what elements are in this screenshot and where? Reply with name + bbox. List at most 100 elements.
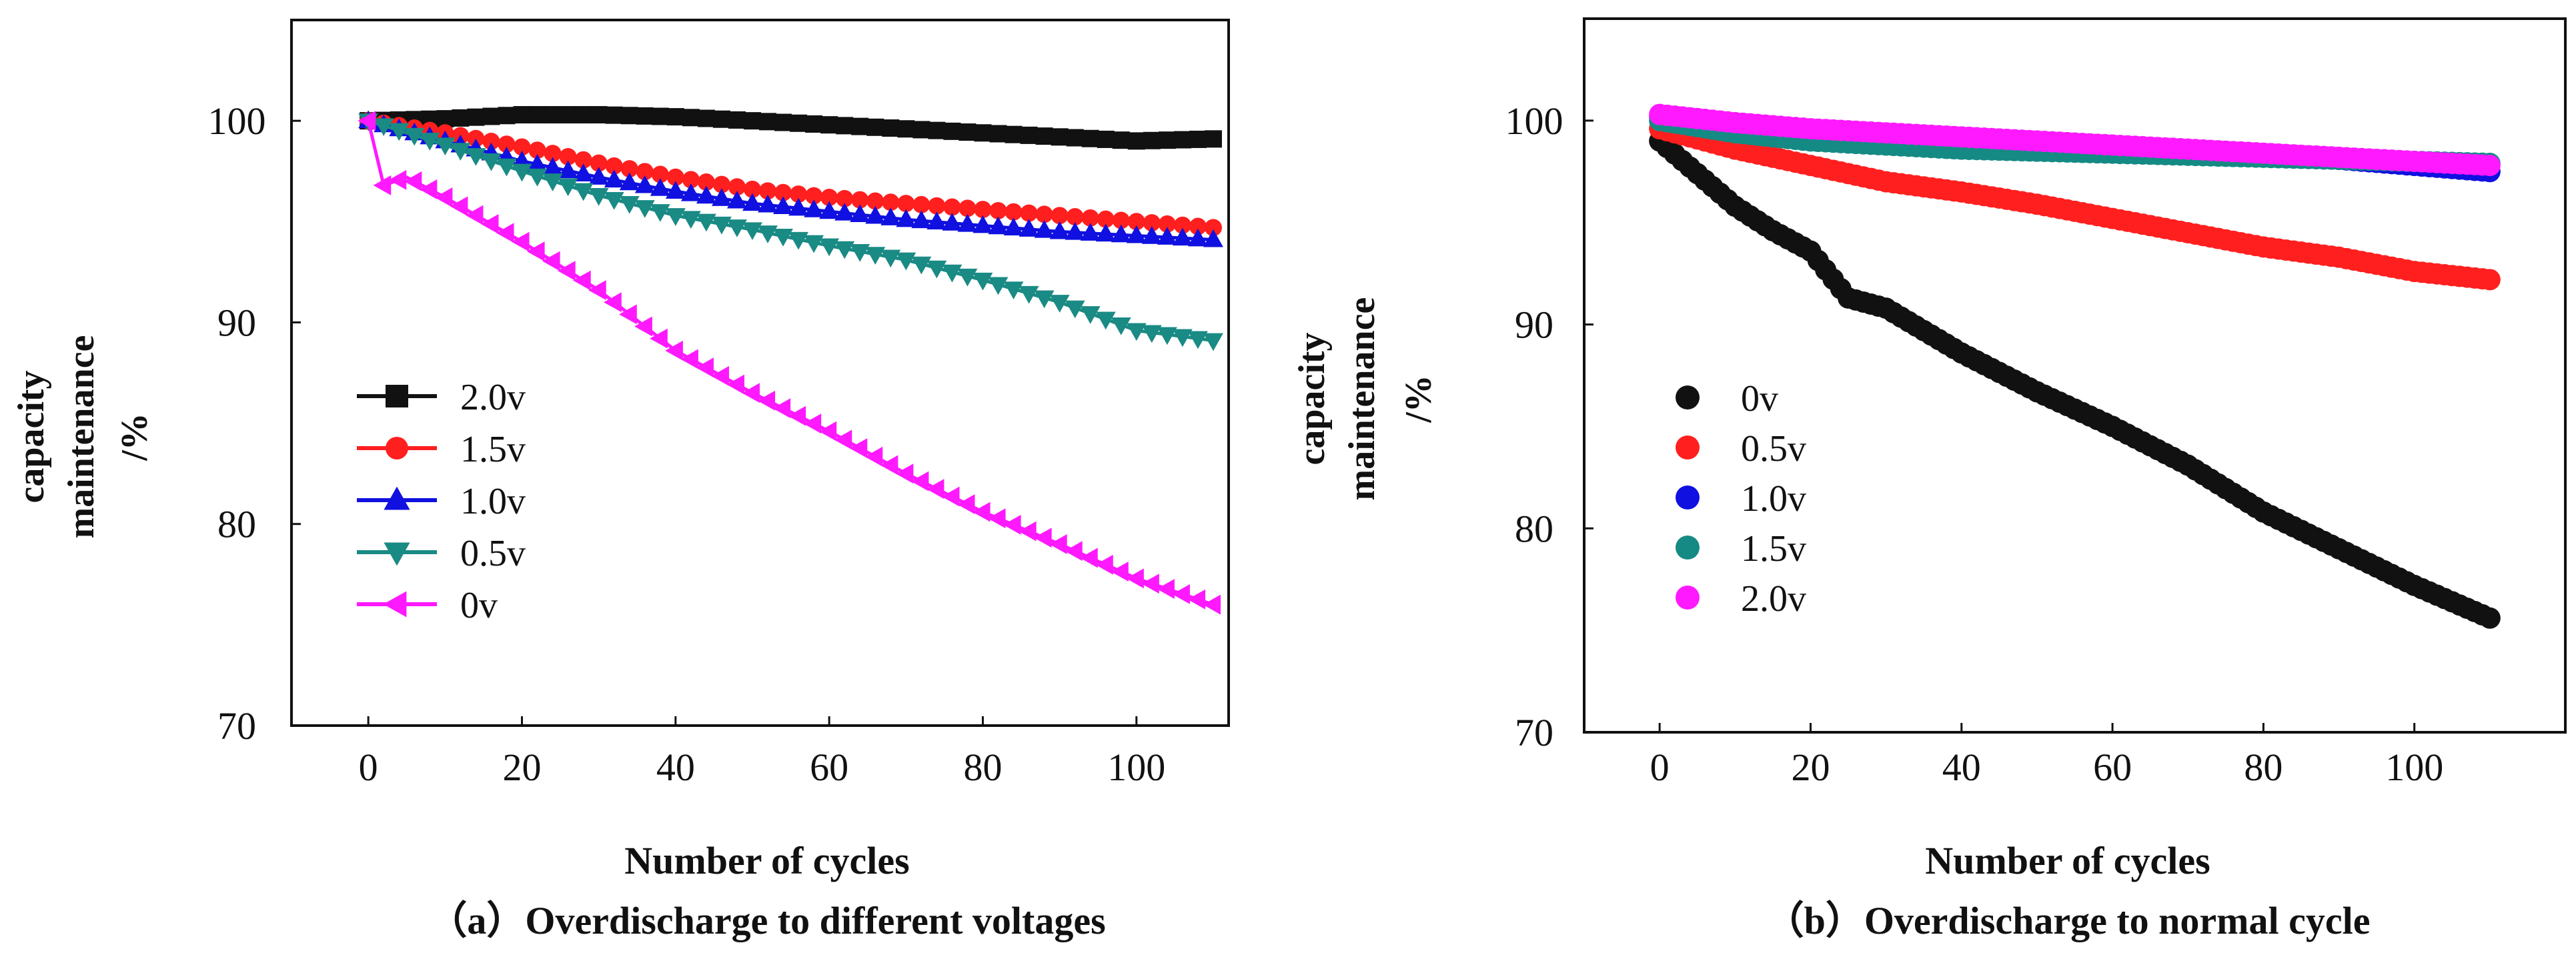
data-point: [574, 151, 592, 169]
data-point: [711, 188, 732, 206]
data-point: [1172, 584, 1190, 604]
data-point: [1111, 317, 1131, 335]
data-point: [774, 183, 792, 201]
plot-frame: [290, 19, 1230, 727]
data-point: [742, 193, 762, 211]
data-point: [1066, 208, 1084, 226]
data-point: [498, 135, 516, 153]
data-point: [605, 106, 623, 124]
legend-marker: [1676, 536, 1700, 560]
y-axis-label: maintenance: [61, 335, 102, 539]
data-point: [1126, 323, 1147, 341]
data-point: [1203, 333, 1223, 351]
figure-caption: （b）Overdischarge to normal cycle: [1766, 899, 2371, 942]
data-point: [358, 111, 376, 131]
data-point: [1187, 331, 1208, 349]
data-point: [697, 109, 715, 127]
data-point: [434, 187, 453, 207]
y-axis-label: maintenance: [1341, 297, 1383, 501]
data-point: [1080, 548, 1098, 568]
data-point: [1035, 127, 1053, 145]
y-tick-label: 90: [217, 301, 256, 344]
data-point: [680, 349, 698, 369]
data-point: [911, 256, 932, 275]
data-point: [1173, 131, 1191, 149]
data-point: [726, 374, 745, 395]
data-point: [819, 238, 840, 257]
data-point: [680, 211, 701, 229]
data-point: [1126, 568, 1144, 589]
data-point: [896, 252, 916, 271]
legend-entry: 0.5v: [357, 533, 526, 574]
y-tick-label: 90: [1515, 303, 1553, 347]
data-point: [865, 205, 886, 224]
data-point: [619, 196, 640, 214]
data-point: [958, 123, 977, 141]
data-point: [1141, 325, 1162, 343]
data-point: [620, 160, 638, 178]
legend-marker: [384, 486, 410, 510]
data-point: [1141, 226, 1162, 244]
data-point: [573, 163, 594, 181]
data-point: [928, 121, 946, 139]
data-point: [1112, 211, 1130, 229]
series-0v: [358, 111, 1221, 615]
data-point: [1034, 528, 1052, 548]
data-point: [619, 304, 637, 325]
legend-label: 1.5v: [460, 429, 526, 470]
data-point: [527, 153, 548, 172]
legend-label: 2.0v: [460, 377, 526, 418]
y-axis-label: /%: [1398, 375, 1439, 423]
data-point: [758, 194, 778, 213]
data-point: [880, 249, 901, 268]
data-point: [973, 215, 993, 233]
data-point: [820, 189, 838, 207]
data-point: [849, 438, 868, 459]
data-point: [1097, 210, 1115, 228]
legend-entry: 1.5v: [357, 429, 526, 470]
data-point: [864, 446, 883, 467]
data-point: [1203, 594, 1221, 615]
data-point: [604, 169, 624, 188]
data-point: [634, 200, 655, 218]
data-point: [897, 120, 915, 138]
data-point: [588, 187, 609, 206]
x-tick-label: 100: [1107, 746, 1165, 789]
data-point: [1005, 203, 1023, 221]
data-point: [851, 117, 869, 135]
data-point: [728, 111, 746, 129]
legend-entry: 1.0v: [357, 481, 526, 522]
data-point: [943, 198, 961, 216]
y-tick-label: 100: [1505, 99, 1563, 143]
data-point: [819, 201, 840, 219]
data-point: [972, 502, 991, 522]
data-point: [866, 192, 884, 210]
data-point: [880, 207, 901, 225]
y-tick-label: 80: [217, 503, 256, 546]
data-point: [498, 107, 516, 125]
data-point: [1187, 228, 1208, 247]
data-point: [650, 204, 670, 222]
data-point: [773, 229, 793, 247]
data-point: [588, 167, 609, 185]
data-point: [942, 264, 962, 283]
legend-marker: [383, 591, 407, 618]
data-point: [711, 216, 732, 235]
series-0v: [1649, 130, 2501, 629]
data-point: [374, 118, 394, 136]
data-point: [482, 107, 500, 125]
series-2_0v: [1649, 103, 2501, 177]
data-point: [743, 180, 761, 198]
data-point: [665, 181, 686, 199]
data-point: [388, 169, 407, 190]
data-point: [604, 292, 622, 313]
data-point: [850, 243, 870, 262]
data-point: [1095, 554, 1113, 575]
data-point: [882, 119, 900, 137]
legend-entry: 2.0v: [357, 377, 526, 418]
data-point: [1065, 222, 1085, 240]
y-tick-label: 100: [208, 99, 266, 143]
data-point: [804, 235, 824, 253]
data-point: [926, 260, 947, 279]
data-point: [1127, 213, 1145, 231]
